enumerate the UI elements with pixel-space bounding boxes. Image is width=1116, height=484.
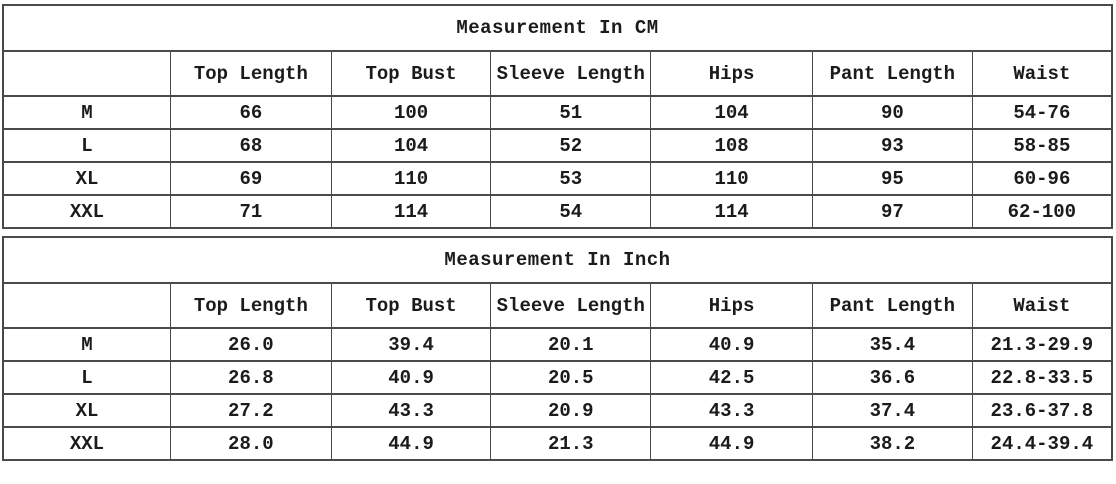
value-cell: 60-96 (971, 161, 1113, 196)
value-cell: 104 (650, 95, 814, 130)
size-cell: XXL (2, 194, 171, 229)
table-title-row: Measurement In CM (2, 4, 1113, 52)
value-cell: 24.4-39.4 (971, 426, 1113, 461)
value-cell: 53 (490, 161, 652, 196)
table-header-row: Top Length Top Bust Sleeve Length Hips P… (2, 50, 1113, 97)
column-header-hips: Hips (650, 50, 814, 97)
column-header-waist: Waist (971, 282, 1113, 329)
size-chart-page: Measurement In CM Top Length Top Bust Sl… (2, 4, 1113, 461)
value-cell: 42.5 (650, 360, 814, 395)
value-cell: 93 (812, 128, 973, 163)
size-cell: L (2, 128, 171, 163)
size-cell: XL (2, 393, 171, 428)
value-cell: 51 (490, 95, 652, 130)
value-cell: 40.9 (330, 360, 492, 395)
value-cell: 20.5 (490, 360, 652, 395)
value-cell: 95 (812, 161, 973, 196)
value-cell: 100 (330, 95, 492, 130)
column-header-pant-length: Pant Length (812, 282, 973, 329)
column-header-hips: Hips (650, 282, 814, 329)
table-row-xxl: XXL 71 114 54 114 97 62-100 (2, 194, 1113, 229)
column-header-pant-length: Pant Length (812, 50, 973, 97)
value-cell: 26.0 (169, 327, 332, 362)
value-cell: 35.4 (812, 327, 973, 362)
value-cell: 58-85 (971, 128, 1113, 163)
value-cell: 20.1 (490, 327, 652, 362)
value-cell: 28.0 (169, 426, 332, 461)
value-cell: 71 (169, 194, 332, 229)
value-cell: 114 (330, 194, 492, 229)
measurement-table-cm: Measurement In CM Top Length Top Bust Sl… (2, 4, 1113, 229)
size-cell: L (2, 360, 171, 395)
value-cell: 104 (330, 128, 492, 163)
table-row-m: M 26.0 39.4 20.1 40.9 35.4 21.3-29.9 (2, 327, 1113, 362)
value-cell: 38.2 (812, 426, 973, 461)
table-header-row: Top Length Top Bust Sleeve Length Hips P… (2, 282, 1113, 329)
table-row-xl: XL 27.2 43.3 20.9 43.3 37.4 23.6-37.8 (2, 393, 1113, 428)
value-cell: 23.6-37.8 (971, 393, 1113, 428)
table-row-l: L 68 104 52 108 93 58-85 (2, 128, 1113, 163)
column-header-top-length: Top Length (169, 50, 332, 97)
table-row-xl: XL 69 110 53 110 95 60-96 (2, 161, 1113, 196)
column-header-waist: Waist (971, 50, 1113, 97)
table-row-xxl: XXL 28.0 44.9 21.3 44.9 38.2 24.4-39.4 (2, 426, 1113, 461)
value-cell: 110 (650, 161, 814, 196)
value-cell: 22.8-33.5 (971, 360, 1113, 395)
size-cell: XXL (2, 426, 171, 461)
column-header-top-length: Top Length (169, 282, 332, 329)
value-cell: 40.9 (650, 327, 814, 362)
value-cell: 36.6 (812, 360, 973, 395)
value-cell: 62-100 (971, 194, 1113, 229)
size-cell: XL (2, 161, 171, 196)
value-cell: 37.4 (812, 393, 973, 428)
table-row-m: M 66 100 51 104 90 54-76 (2, 95, 1113, 130)
value-cell: 69 (169, 161, 332, 196)
size-cell: M (2, 95, 171, 130)
value-cell: 44.9 (650, 426, 814, 461)
value-cell: 27.2 (169, 393, 332, 428)
column-header-sleeve-length: Sleeve Length (490, 282, 652, 329)
value-cell: 108 (650, 128, 814, 163)
value-cell: 43.3 (650, 393, 814, 428)
column-header-size (2, 50, 171, 97)
column-header-top-bust: Top Bust (330, 282, 492, 329)
value-cell: 54-76 (971, 95, 1113, 130)
value-cell: 68 (169, 128, 332, 163)
column-header-sleeve-length: Sleeve Length (490, 50, 652, 97)
value-cell: 20.9 (490, 393, 652, 428)
value-cell: 26.8 (169, 360, 332, 395)
value-cell: 21.3-29.9 (971, 327, 1113, 362)
table-row-l: L 26.8 40.9 20.5 42.5 36.6 22.8-33.5 (2, 360, 1113, 395)
value-cell: 21.3 (490, 426, 652, 461)
table-title-row: Measurement In Inch (2, 236, 1113, 284)
value-cell: 43.3 (330, 393, 492, 428)
size-cell: M (2, 327, 171, 362)
value-cell: 39.4 (330, 327, 492, 362)
table-title-cm: Measurement In CM (2, 4, 1113, 52)
value-cell: 66 (169, 95, 332, 130)
value-cell: 110 (330, 161, 492, 196)
value-cell: 54 (490, 194, 652, 229)
column-header-size (2, 282, 171, 329)
value-cell: 90 (812, 95, 973, 130)
value-cell: 114 (650, 194, 814, 229)
value-cell: 97 (812, 194, 973, 229)
column-header-top-bust: Top Bust (330, 50, 492, 97)
value-cell: 44.9 (330, 426, 492, 461)
table-title-inch: Measurement In Inch (2, 236, 1113, 284)
measurement-table-inch: Measurement In Inch Top Length Top Bust … (2, 236, 1113, 461)
value-cell: 52 (490, 128, 652, 163)
